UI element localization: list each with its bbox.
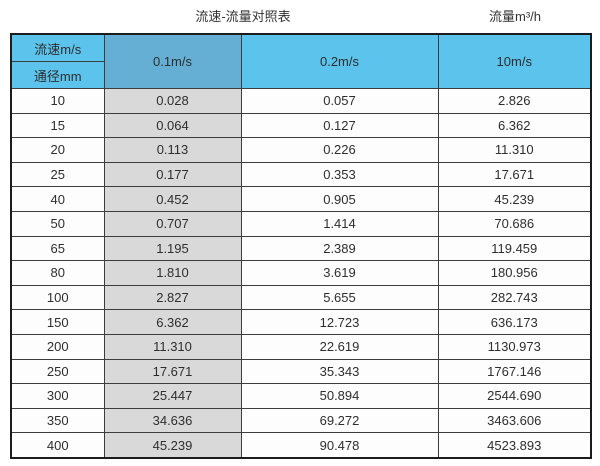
table-row: 80 1.810 3.619 180.956 [10, 260, 592, 286]
column-header-10ms: 10m/s [437, 33, 592, 89]
flow-cell: 0.113 [103, 137, 242, 163]
flow-rate-table: 流速m/s 0.1m/s 0.2m/s 10m/s 通径mm 10 0.028 … [10, 33, 592, 459]
flow-cell: 1.414 [240, 210, 439, 237]
diameter-cell: 100 [10, 284, 105, 311]
flow-cell: 2.389 [240, 235, 439, 262]
flow-cell: 69.272 [240, 407, 439, 434]
diameter-cell: 400 [10, 432, 105, 459]
header-row-bottom: 通径mm [10, 61, 591, 89]
diameter-cell: 300 [10, 383, 105, 409]
table-row: 20 0.113 0.226 11.310 [10, 137, 592, 163]
flow-cell: 0.905 [240, 186, 439, 212]
flow-cell: 0.028 [103, 88, 242, 114]
column-header-0-2ms: 0.2m/s [240, 33, 439, 89]
flow-cell: 50.894 [240, 383, 439, 409]
flow-cell: 636.173 [437, 309, 592, 335]
diameter-cell: 50 [10, 210, 105, 237]
table-row: 350 34.636 69.272 3463.606 [10, 407, 592, 434]
flow-cell: 45.239 [437, 186, 592, 212]
flow-cell: 3.619 [240, 260, 439, 286]
flow-cell: 180.956 [437, 260, 592, 286]
flow-cell: 0.226 [240, 137, 439, 163]
table-row: 15 0.064 0.127 6.362 [10, 112, 592, 139]
flow-cell: 0.707 [103, 210, 242, 237]
flow-cell: 6.362 [103, 309, 242, 335]
table-row: 100 2.827 5.655 282.743 [10, 284, 592, 311]
diameter-cell: 10 [10, 88, 105, 114]
table-row: 25 0.177 0.353 17.671 [10, 161, 592, 188]
flow-cell: 2.827 [103, 284, 242, 311]
diameter-cell: 15 [10, 112, 105, 139]
flow-cell: 119.459 [437, 235, 592, 262]
flow-cell: 3463.606 [437, 407, 592, 434]
flow-cell: 2544.690 [437, 383, 592, 409]
header-row-top: 流速m/s 0.1m/s 0.2m/s 10m/s [10, 33, 592, 89]
diameter-cell: 65 [10, 235, 105, 262]
diameter-cell: 250 [10, 358, 105, 385]
flow-cell: 0.353 [240, 161, 439, 188]
table-row: 200 11.310 22.619 1130.973 [10, 333, 592, 360]
corner-velocity-label: 流速m/s [10, 33, 105, 62]
flow-cell: 12.723 [240, 309, 439, 335]
flow-cell: 70.686 [437, 210, 592, 237]
flow-cell: 282.743 [437, 284, 592, 311]
table-row: 400 45.239 90.478 4523.893 [10, 432, 592, 459]
diameter-cell: 40 [10, 186, 105, 212]
flow-cell: 17.671 [437, 161, 592, 188]
page-title: 流速-流量对照表 [195, 9, 291, 24]
flow-cell: 90.478 [240, 432, 439, 459]
diameter-cell: 80 [10, 260, 105, 286]
flow-cell: 4523.893 [437, 432, 592, 459]
flow-cell: 1767.146 [437, 358, 592, 385]
table-row: 50 0.707 1.414 70.686 [10, 210, 592, 237]
table-row: 250 17.671 35.343 1767.146 [10, 358, 592, 385]
diameter-cell: 150 [10, 309, 105, 335]
flow-cell: 34.636 [103, 407, 242, 434]
table-row: 40 0.452 0.905 45.239 [10, 186, 592, 212]
flow-cell: 17.671 [103, 358, 242, 385]
flow-cell: 11.310 [437, 137, 592, 163]
table-row: 150 6.362 12.723 636.173 [10, 309, 592, 335]
flow-cell: 1.810 [103, 260, 242, 286]
flow-cell: 35.343 [240, 358, 439, 385]
unit-label: 流量m³/h [488, 9, 541, 24]
diameter-cell: 200 [10, 333, 105, 360]
flow-cell: 0.177 [103, 161, 242, 188]
diameter-cell: 350 [10, 407, 105, 434]
table-row: 300 25.447 50.894 2544.690 [10, 383, 592, 409]
flow-cell: 5.655 [240, 284, 439, 311]
flow-cell: 22.619 [240, 333, 439, 360]
diameter-cell: 20 [10, 137, 105, 163]
flow-cell: 0.064 [103, 112, 242, 139]
flow-cell: 2.826 [437, 88, 592, 114]
flow-cell: 0.452 [103, 186, 242, 212]
table-row: 65 1.195 2.389 119.459 [10, 235, 592, 262]
column-header-0-1ms: 0.1m/s [103, 33, 242, 89]
flow-cell: 6.362 [437, 112, 592, 139]
flow-cell: 11.310 [103, 333, 242, 360]
corner-diameter-label: 通径mm [10, 61, 105, 89]
flow-cell: 1130.973 [437, 333, 592, 360]
flow-cell: 0.127 [240, 112, 439, 139]
diameter-cell: 25 [10, 161, 105, 188]
flow-cell: 1.195 [103, 235, 242, 262]
table-row: 10 0.028 0.057 2.826 [10, 88, 592, 114]
flow-cell: 0.057 [240, 88, 439, 114]
flow-cell: 45.239 [103, 432, 242, 459]
flow-cell: 25.447 [103, 383, 242, 409]
